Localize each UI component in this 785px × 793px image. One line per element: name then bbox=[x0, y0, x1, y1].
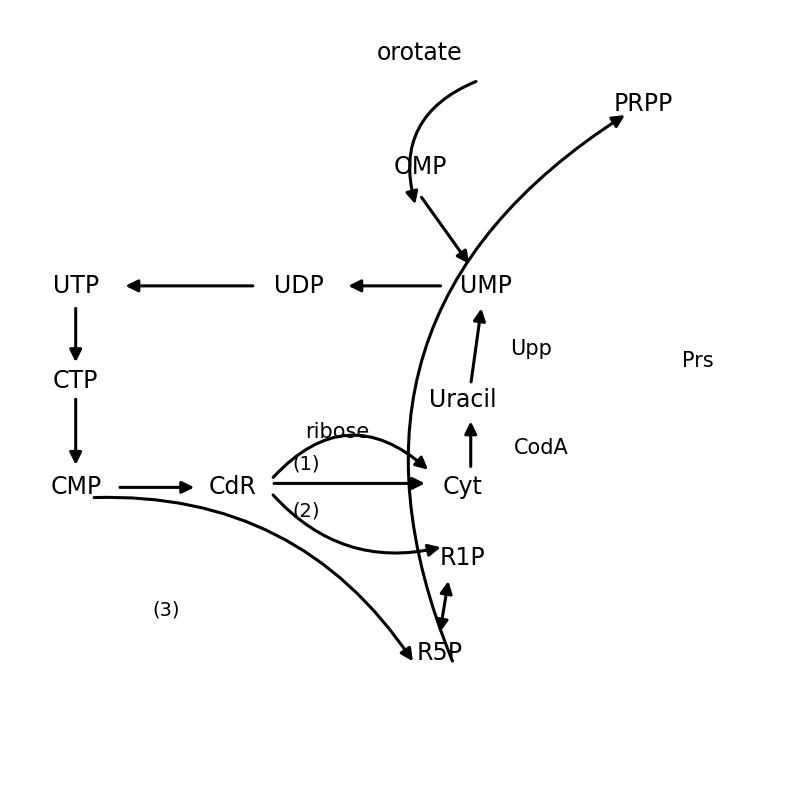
Text: R5P: R5P bbox=[416, 642, 462, 665]
Text: (2): (2) bbox=[293, 502, 320, 520]
Text: Prs: Prs bbox=[682, 351, 714, 371]
Text: (1): (1) bbox=[293, 454, 320, 473]
Text: CMP: CMP bbox=[50, 475, 101, 500]
Text: UTP: UTP bbox=[53, 274, 99, 298]
Text: UMP: UMP bbox=[461, 274, 513, 298]
Text: PRPP: PRPP bbox=[613, 92, 673, 116]
Text: Upp: Upp bbox=[509, 339, 552, 359]
Text: Uracil: Uracil bbox=[429, 389, 497, 412]
Text: UDP: UDP bbox=[274, 274, 323, 298]
Text: Cyt: Cyt bbox=[443, 475, 483, 500]
Text: ribose: ribose bbox=[305, 422, 370, 442]
Text: orotate: orotate bbox=[377, 40, 462, 65]
Text: CodA: CodA bbox=[513, 438, 568, 458]
Text: R1P: R1P bbox=[440, 546, 486, 570]
Text: (3): (3) bbox=[152, 600, 180, 619]
Text: OMP: OMP bbox=[393, 155, 447, 179]
Text: CdR: CdR bbox=[208, 475, 256, 500]
Text: CTP: CTP bbox=[53, 369, 98, 393]
